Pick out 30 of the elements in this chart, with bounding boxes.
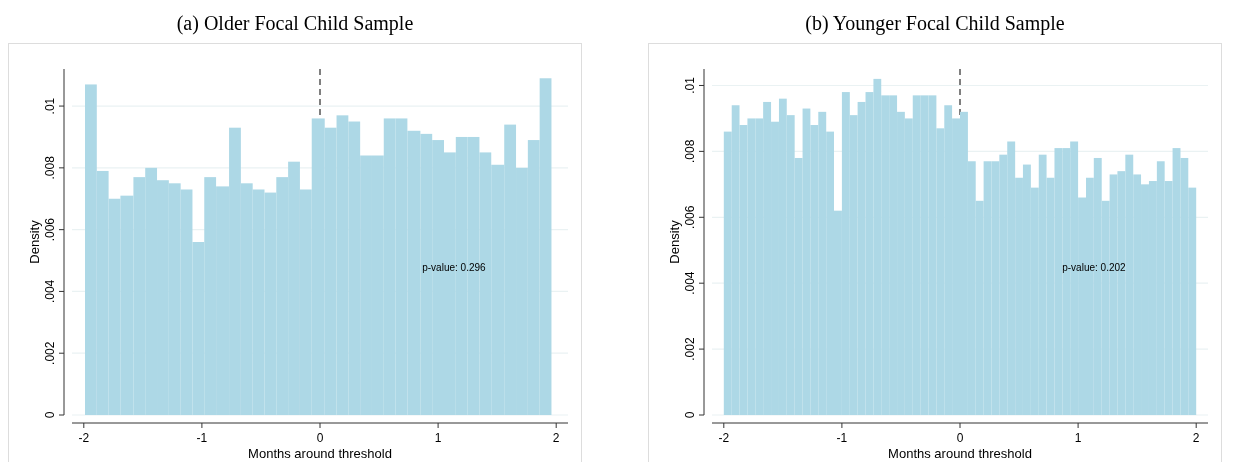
y-tick-label: .008 [683, 139, 697, 164]
x-tick-label: 1 [1074, 431, 1082, 445]
y-tick-label: 0 [43, 411, 57, 419]
x-tick-label: 2 [552, 431, 560, 445]
y-tick-label: .008 [43, 155, 57, 180]
y-tick-label: 0 [683, 411, 697, 419]
x-axis-title: Months around threshold [888, 446, 1032, 461]
x-tick-label: 1 [434, 431, 442, 445]
y-tick-label: .006 [43, 217, 57, 242]
annotation: p-value: 0.296 [422, 262, 487, 274]
y-tick-label: .004 [683, 271, 697, 295]
y-tick-label: .01 [683, 76, 697, 94]
chart-title: (a) Older Focal Child Sample [176, 12, 414, 35]
x-tick-label: -1 [836, 431, 848, 445]
x-tick-label: -2 [78, 431, 90, 445]
annotation: p-value: 0.202 [1062, 262, 1127, 274]
chart-title: (b) Younger Focal Child Sample [805, 12, 1065, 35]
x-tick-label: -2 [718, 431, 730, 445]
x-axis-title: Months around threshold [248, 446, 392, 461]
y-tick-label: .006 [683, 205, 697, 229]
y-tick-label: .002 [683, 337, 697, 361]
x-tick-label: 0 [956, 431, 964, 445]
x-tick-label: 0 [316, 431, 324, 445]
y-tick-label: .01 [43, 97, 57, 115]
y-axis-title: Density [27, 219, 42, 264]
y-tick-label: .002 [43, 341, 57, 365]
x-tick-label: -1 [196, 431, 208, 445]
x-tick-label: 2 [1192, 431, 1200, 445]
y-tick-label: .004 [43, 279, 57, 304]
y-axis-title: Density [667, 219, 682, 264]
